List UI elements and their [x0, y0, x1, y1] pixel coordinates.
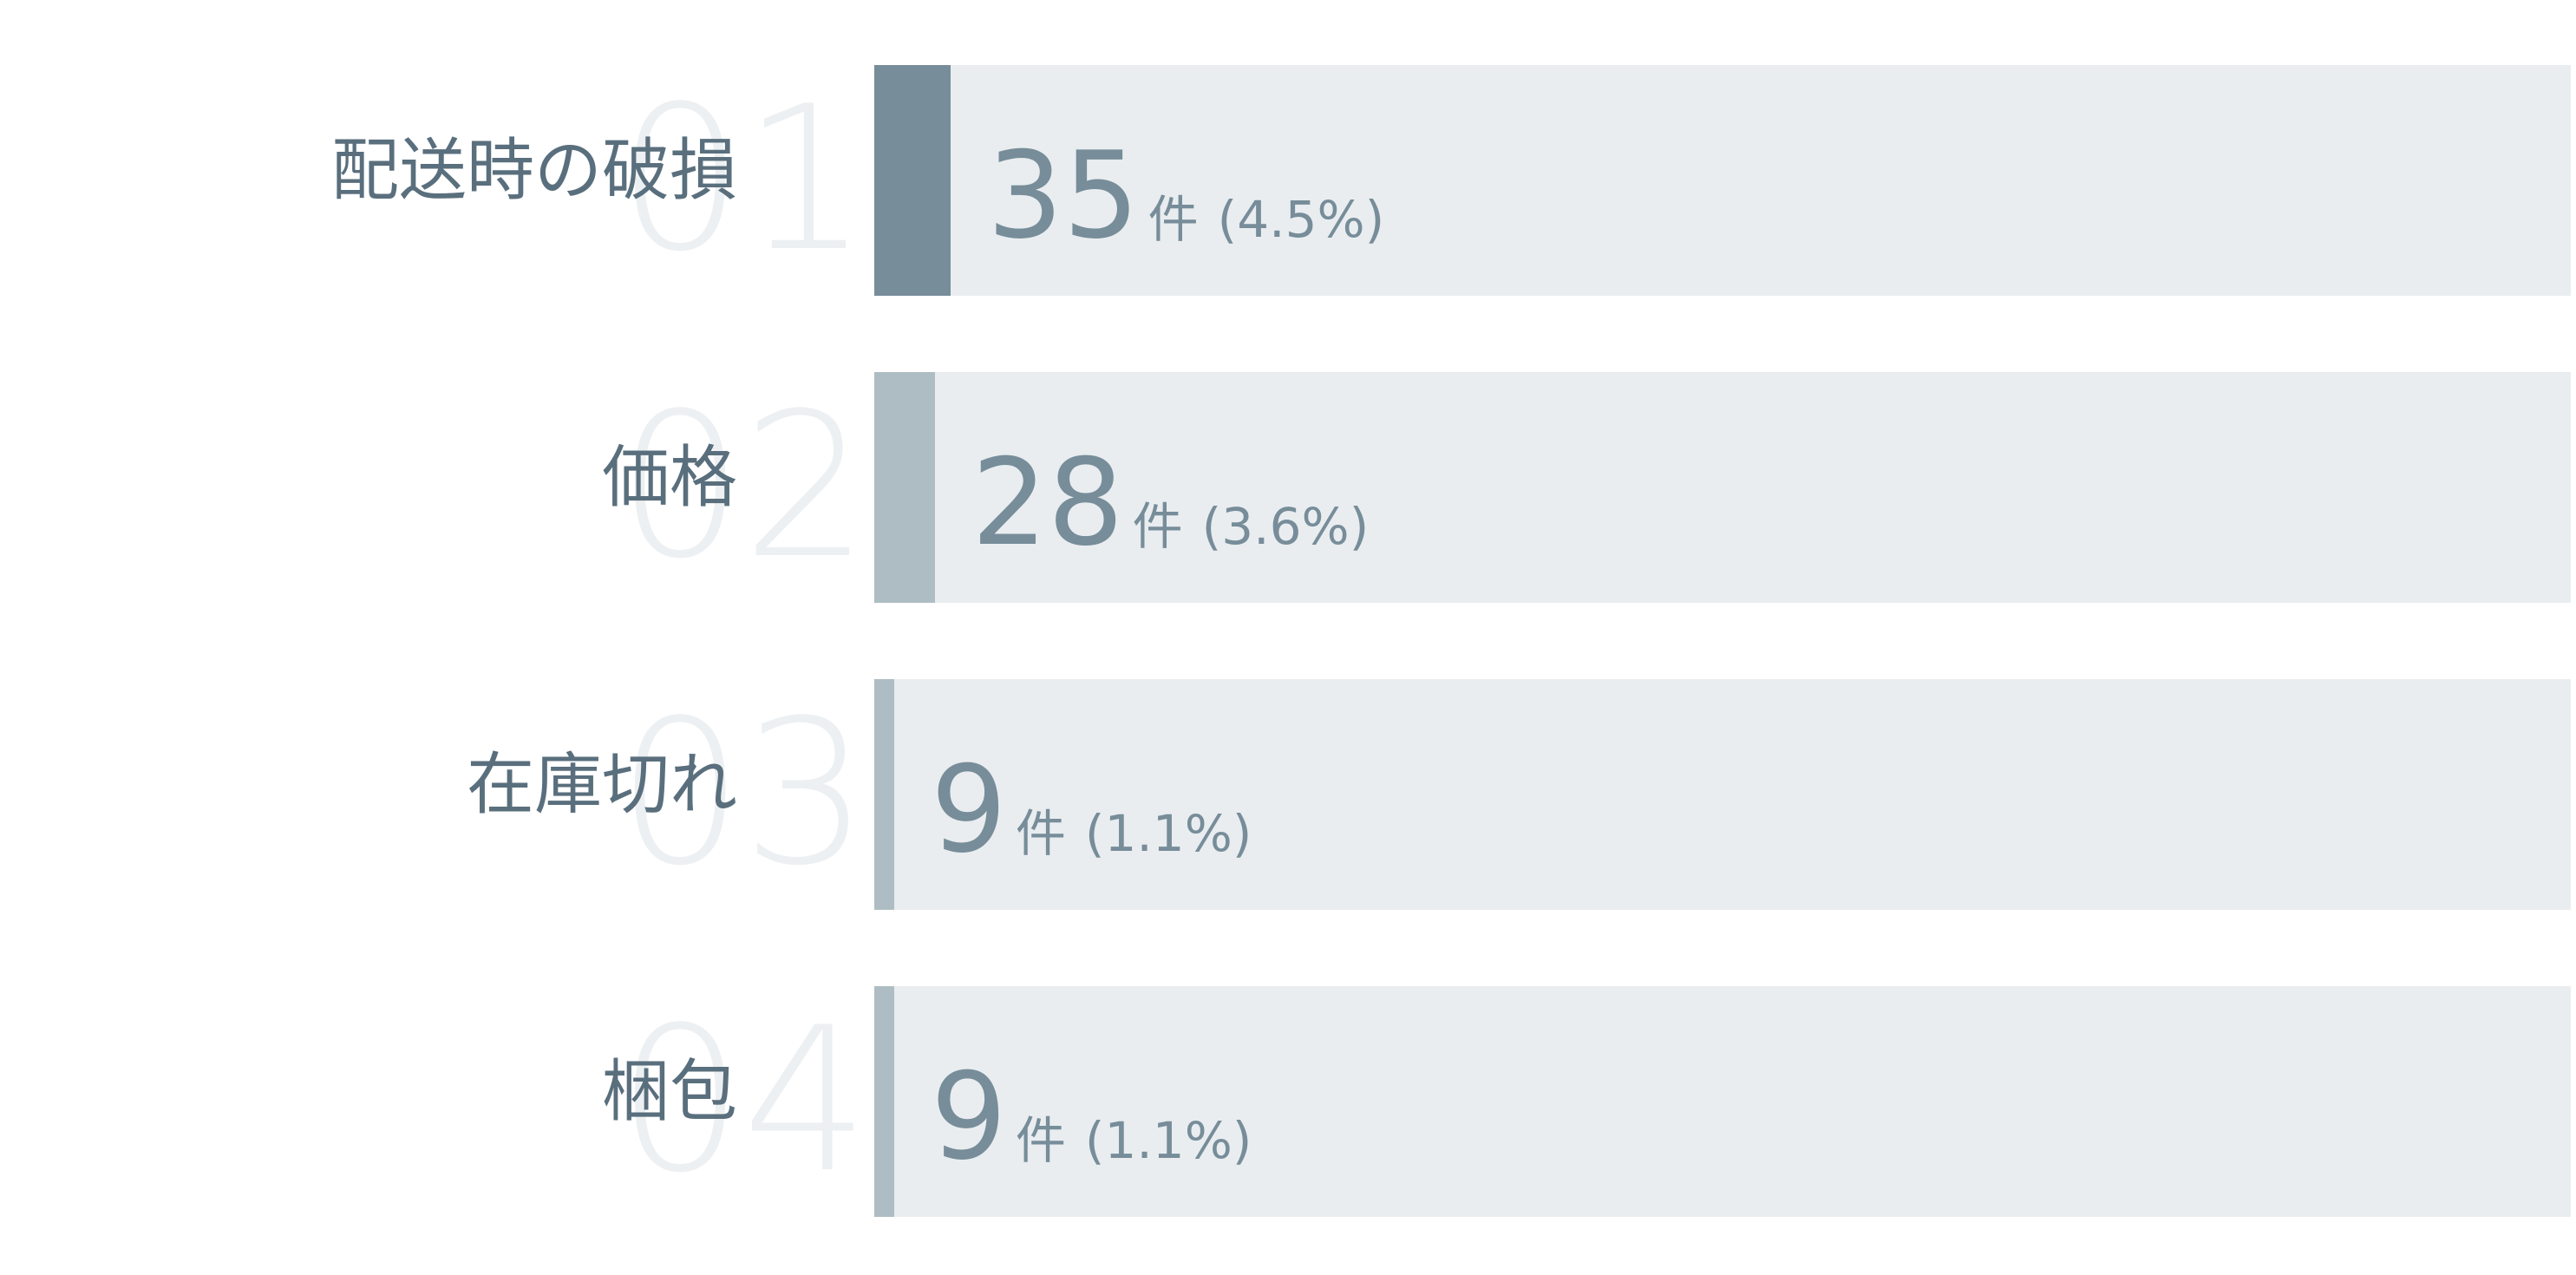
value-percentage: (1.1%) [1084, 1111, 1252, 1170]
value-label: 28 件 (3.6%) [971, 443, 1369, 563]
value-number: 28 [971, 433, 1124, 572]
value-label: 9 件 (1.1%) [931, 750, 1252, 870]
category-label: 価格 [601, 439, 737, 517]
bar-fill [874, 986, 894, 1217]
bar-fill [874, 372, 935, 603]
rank-number: 03 [617, 678, 869, 910]
value-unit: 件 [1015, 804, 1066, 863]
bar-fill [874, 65, 951, 296]
value-percentage: (1.1%) [1084, 804, 1252, 863]
rank-number: 02 [617, 371, 869, 603]
value-unit: 件 [1132, 497, 1183, 556]
category-label: 在庫切れ [466, 746, 737, 824]
rank-number: 01 [617, 64, 869, 296]
bar-track: 9 件 (1.1%) [874, 986, 2571, 1217]
value-unit: 件 [1015, 1111, 1066, 1170]
bar-track: 35 件 (4.5%) [874, 65, 2571, 296]
rank-number: 04 [617, 985, 869, 1217]
value-label: 9 件 (1.1%) [931, 1057, 1252, 1177]
category-label: 梱包 [601, 1053, 737, 1131]
category-label: 配送時の破損 [330, 132, 737, 210]
bar-track: 9 件 (1.1%) [874, 679, 2571, 910]
bar-track: 28 件 (3.6%) [874, 372, 2571, 603]
value-percentage: (3.6%) [1201, 497, 1370, 556]
value-number: 9 [931, 1047, 1007, 1187]
value-unit: 件 [1147, 190, 1199, 249]
value-label: 35 件 (4.5%) [987, 136, 1384, 256]
value-number: 9 [931, 740, 1007, 879]
value-percentage: (4.5%) [1217, 190, 1385, 249]
value-number: 35 [987, 126, 1140, 265]
bar-fill [874, 679, 894, 910]
